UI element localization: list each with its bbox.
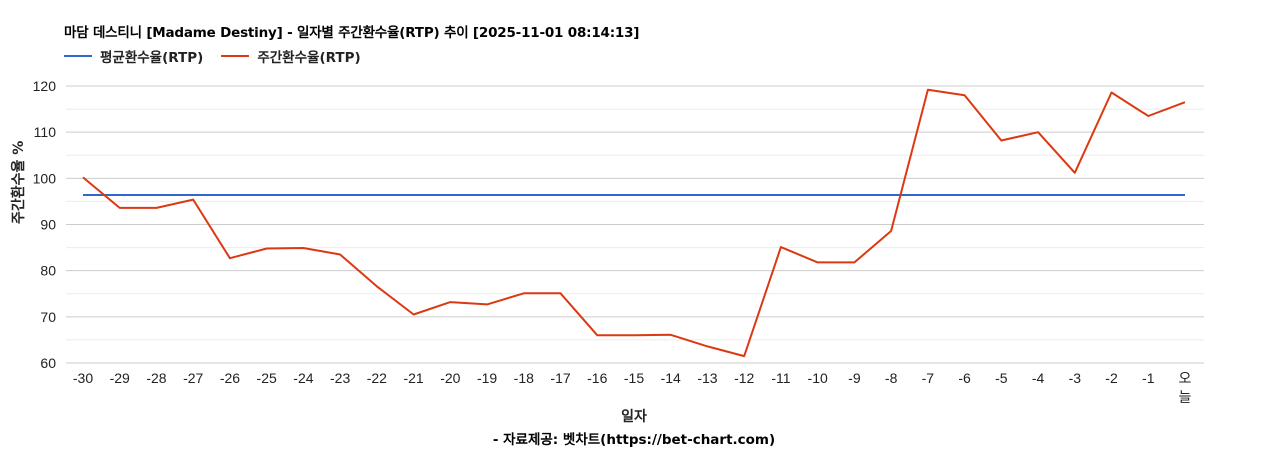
- legend-label: 주간환수율(RTP): [257, 50, 361, 66]
- y-tick-label: 70: [40, 309, 56, 325]
- x-tick-label: -7: [922, 370, 935, 386]
- x-tick-label: 오: [1179, 370, 1192, 386]
- y-tick-label: 120: [33, 78, 57, 94]
- x-tick-label: -10: [808, 370, 828, 386]
- x-axis-ticks: -30 -29 -28 -27 -26 -25 -24 -23 -22 -21 -20 -19 -18-…: [73, 370, 1192, 405]
- x-tick-label: -3: [1069, 370, 1082, 386]
- x-tick-label: -11: [771, 370, 790, 386]
- legend-line-icon: [221, 55, 250, 57]
- x-tick-label: -17: [550, 370, 570, 386]
- y-tick-label: 110: [34, 124, 57, 140]
- x-tick-label: -21: [403, 370, 423, 386]
- chart-title: 마담 데스티니 [Madame Destiny] - 일자별 주간환수율(RTP…: [64, 25, 640, 41]
- x-tick-label: -27: [183, 370, 203, 386]
- x-tick-label: -15: [624, 370, 644, 386]
- x-tick-label: -28: [146, 370, 166, 386]
- y-axis-label: 주간환수율 %: [11, 140, 27, 224]
- x-tick-label: -13: [697, 370, 717, 386]
- legend-item-average[interactable]: 평균환수율(RTP): [64, 46, 203, 66]
- y-tick-label: 60: [40, 355, 56, 371]
- source-credit: - 자료제공: 벳차트(https://bet-chart.com): [492, 432, 776, 448]
- x-tick-label: -8: [885, 370, 898, 386]
- x-tick-label: -5: [995, 370, 1008, 386]
- legend-line-icon: [64, 55, 92, 57]
- x-tick-label: -2: [1105, 370, 1118, 386]
- x-tick-label: -30: [73, 370, 93, 386]
- x-tick-label: -24: [293, 370, 313, 386]
- x-tick-label: -12: [734, 370, 754, 386]
- legend: 평균환수율(RTP) 주간환수율(RTP): [64, 46, 379, 66]
- x-tick-label: -6: [958, 370, 971, 386]
- y-tick-label: 90: [40, 217, 56, 233]
- x-tick-label: -23: [330, 370, 350, 386]
- x-tick-label: -4: [1032, 370, 1045, 386]
- weekly-rtp-line[interactable]: [82, 88, 1186, 358]
- gridlines: [66, 85, 1204, 364]
- x-tick-label: -1: [1142, 370, 1155, 386]
- x-tick-label: -26: [220, 370, 240, 386]
- series-lines: [82, 88, 1186, 358]
- x-tick-label: -19: [477, 370, 497, 386]
- x-tick-label: -22: [367, 370, 387, 386]
- y-tick-label: 100: [33, 170, 57, 186]
- y-tick-label: 80: [40, 263, 56, 279]
- x-tick-label: -16: [587, 370, 607, 386]
- x-tick-label: -14: [661, 370, 681, 386]
- x-tick-label: -20: [440, 370, 460, 386]
- x-tick-label: -9: [848, 370, 861, 386]
- x-axis-label: 일자: [621, 409, 647, 425]
- x-tick-label: -25: [257, 370, 277, 386]
- legend-item-weekly[interactable]: 주간환수율(RTP): [221, 46, 361, 66]
- x-tick-label: -18: [514, 370, 534, 386]
- legend-label: 평균환수율(RTP): [100, 50, 204, 66]
- y-axis-ticks: 60 70 80 90 100 110 120: [33, 78, 57, 371]
- x-tick-label: 늘: [1179, 389, 1192, 405]
- x-tick-label: -29: [110, 370, 130, 386]
